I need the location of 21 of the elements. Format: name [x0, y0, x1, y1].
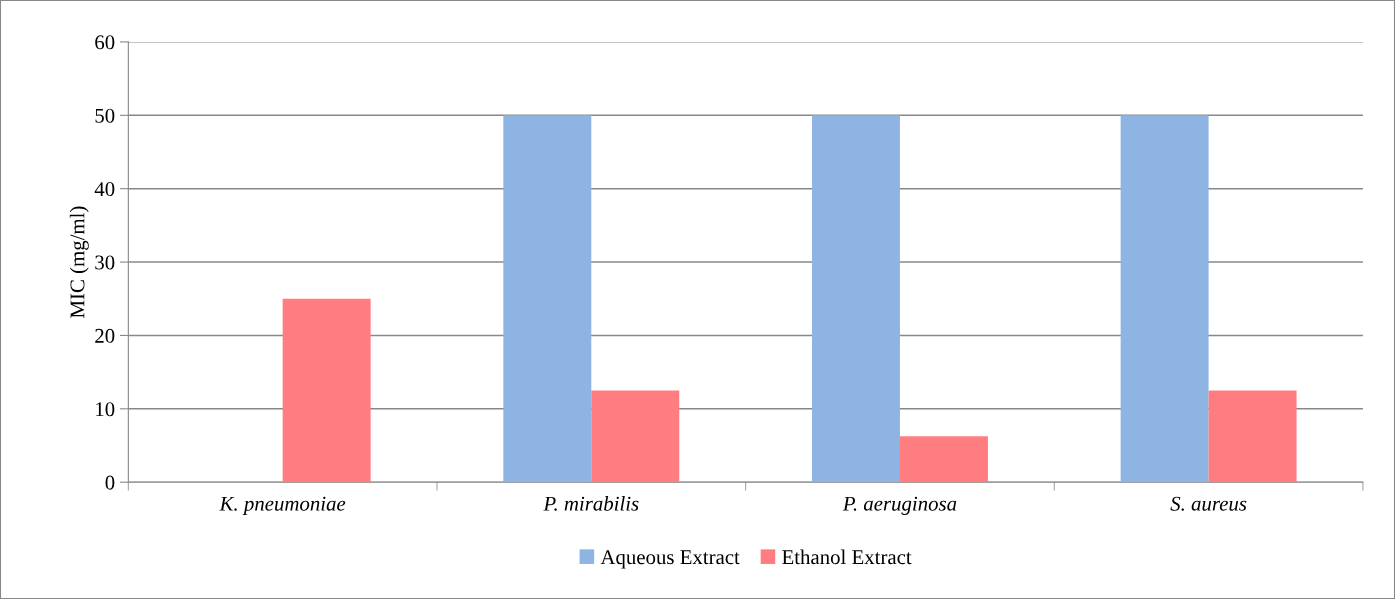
bar [591, 390, 680, 483]
bar [503, 115, 592, 483]
bar [1208, 390, 1297, 483]
legend-label: Ethanol Extract [782, 549, 912, 565]
y-tick-label: 60 [95, 35, 115, 50]
bar [282, 298, 371, 483]
bar [1120, 115, 1209, 483]
y-axis-title: MIC (mg/ml) [69, 206, 89, 318]
legend-label: Aqueous Extract [600, 550, 740, 569]
bar [811, 115, 900, 483]
y-tick-label: 30 [95, 255, 115, 270]
y-tick-label: 40 [94, 182, 115, 197]
y-tick-label: 50 [95, 108, 115, 123]
x-tick-label: P. aeruginosa [842, 496, 957, 515]
y-tick-label: 20 [95, 328, 115, 343]
x-tick-label: P. mirabilis [543, 496, 639, 511]
x-tick-label: K. pneumoniae [219, 496, 346, 515]
x-tick-label: S. aureus [1170, 496, 1247, 511]
y-tick-label: 10 [96, 402, 115, 417]
y-tick-label: 0 [105, 475, 115, 490]
bar [899, 436, 988, 483]
